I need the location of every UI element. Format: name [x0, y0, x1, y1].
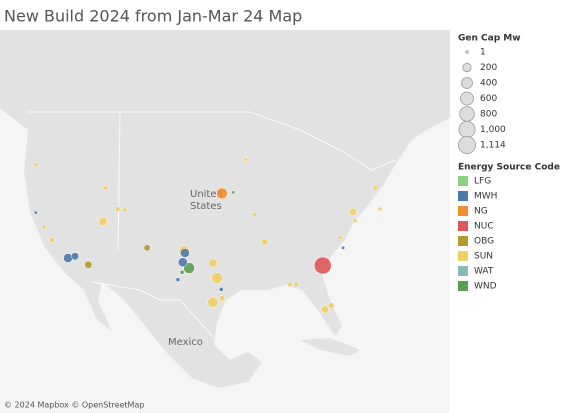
plant-bubble — [179, 269, 185, 275]
size-legend-label: 800 — [480, 110, 497, 120]
country-label: States — [190, 201, 222, 212]
size-legend-label: 1,000 — [480, 125, 506, 135]
size-legend-mark — [460, 91, 474, 106]
plant-bubble — [98, 217, 108, 227]
land — [0, 30, 450, 388]
color-legend-label: LFG — [474, 177, 491, 187]
border-mexico — [91, 281, 215, 339]
plant-bubble — [348, 207, 357, 216]
borders — [28, 111, 396, 339]
country-label: Mexico — [168, 337, 203, 348]
color-swatch — [458, 236, 468, 246]
color-swatch — [458, 266, 468, 276]
color-legend-label: WAT — [474, 267, 494, 277]
plant-bubble — [216, 187, 228, 200]
size-legend-label: 200 — [480, 63, 497, 73]
size-legend-mark — [461, 77, 473, 89]
plant-bubble — [33, 210, 38, 215]
plant-bubble — [122, 207, 128, 213]
size-legend-mark — [459, 106, 475, 122]
size-legend-mark — [462, 62, 472, 73]
size-legend-label: 1 — [480, 48, 486, 58]
plant-bubble — [115, 206, 121, 212]
plant-bubble — [180, 248, 190, 258]
plant-bubble — [41, 224, 47, 230]
color-swatch — [458, 191, 468, 201]
plant-bubble — [327, 302, 335, 309]
color-swatch — [458, 221, 468, 231]
size-legend-mark — [458, 136, 476, 154]
color-legend-label: MWH — [474, 192, 497, 202]
plant-bubble — [103, 185, 109, 191]
plant-bubble — [338, 235, 343, 240]
plant-bubble — [211, 272, 223, 284]
size-legend-label: 1,114 — [480, 141, 506, 151]
size-legend-mark — [465, 50, 469, 54]
plant-bubble — [33, 162, 39, 168]
color-legend-label: WND — [474, 282, 497, 292]
state-lines — [117, 111, 121, 251]
plant-bubble — [341, 245, 346, 250]
plant-bubble — [219, 295, 225, 302]
plant-bubble — [231, 190, 236, 195]
plant-bubble — [261, 238, 269, 246]
color-swatch — [458, 206, 468, 216]
map: United States Mexico © 2024 Mapbox © Ope… — [0, 30, 450, 413]
legend-title: Energy Source Code — [458, 163, 560, 173]
title: New Build 2024 from Jan-Mar 24 Map — [4, 7, 302, 26]
plant-bubble — [175, 277, 181, 282]
border-canada — [28, 111, 396, 171]
cuba — [300, 338, 360, 356]
attribution: © 2024 Mapbox © OpenStreetMap — [4, 401, 144, 410]
plant-bubble — [287, 281, 293, 288]
plant-bubble — [320, 305, 329, 314]
color-legend-label: NG — [474, 207, 488, 217]
legend-title: Gen Cap Mw — [458, 34, 521, 44]
color-swatch — [458, 281, 468, 291]
country-label: United — [190, 189, 223, 200]
plant-bubble — [243, 157, 249, 163]
plant-bubble — [48, 237, 55, 244]
plant-bubble — [84, 260, 93, 269]
plant-bubble — [293, 281, 299, 288]
plant-bubble — [208, 258, 218, 268]
plant-bubble — [314, 256, 332, 275]
color-legend-label: SUN — [474, 252, 493, 262]
plant-bubble — [63, 253, 73, 263]
plant-bubble — [207, 296, 219, 308]
size-legend-label: 400 — [480, 79, 497, 89]
size-legend-label: 600 — [480, 94, 497, 104]
plant-bubble — [352, 218, 358, 224]
plant-bubble — [143, 244, 151, 252]
size-legend-mark — [458, 120, 476, 139]
plant-bubble — [372, 185, 378, 191]
plant-bubble — [70, 252, 80, 261]
plant-bubble — [377, 206, 383, 212]
color-swatch — [458, 251, 468, 261]
plant-bubble — [251, 211, 257, 217]
color-legend-label: NUC — [474, 222, 494, 232]
plant-bubble — [177, 257, 188, 268]
color-legend-label: OBG — [474, 237, 494, 247]
plant-bubble — [219, 287, 224, 292]
color-swatch — [458, 176, 468, 186]
